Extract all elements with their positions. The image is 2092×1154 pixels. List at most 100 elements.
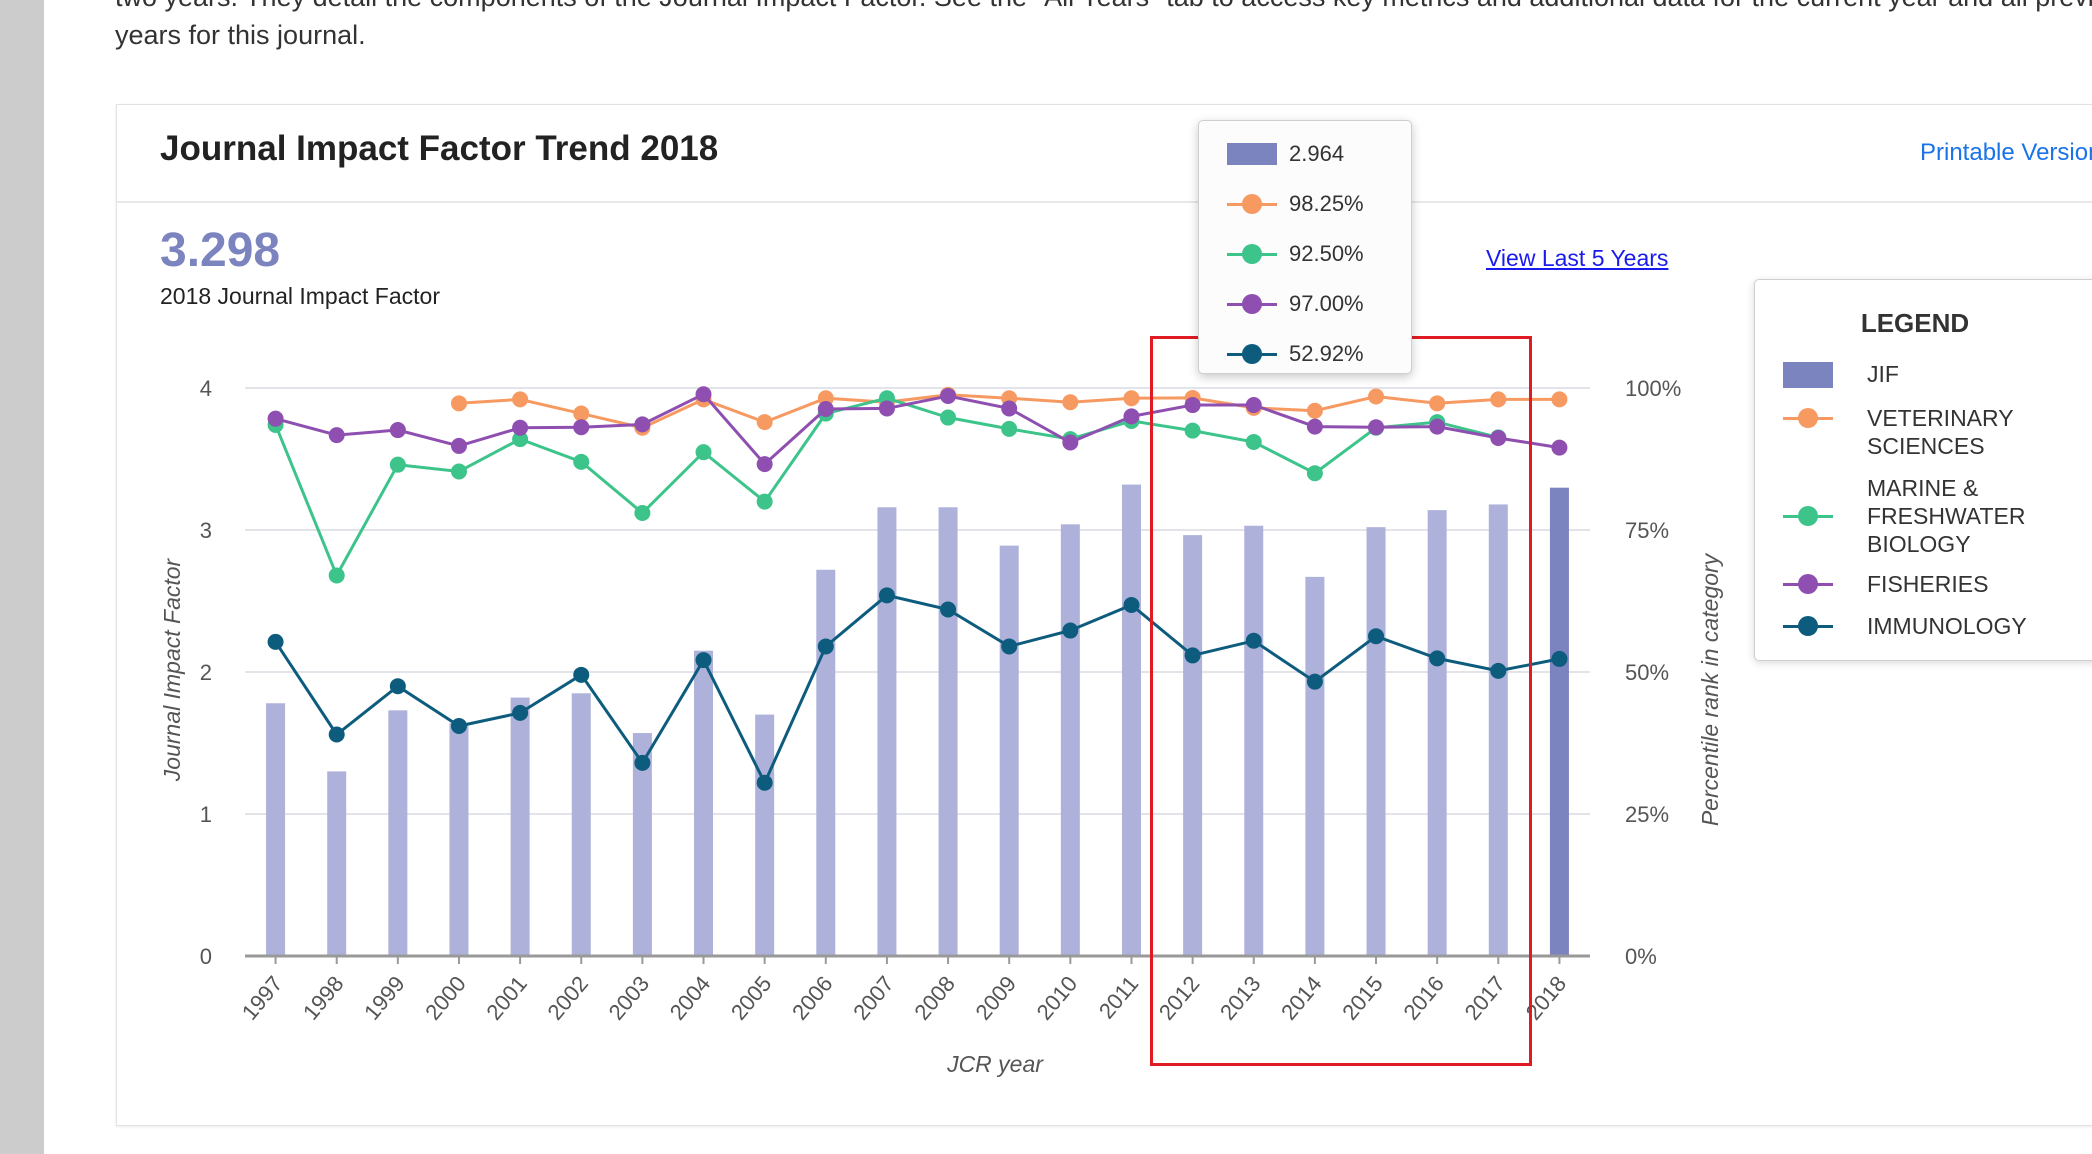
jif-bar <box>1549 487 1569 956</box>
x-tick-label: 2011 <box>1094 971 1144 1023</box>
line-layer <box>267 386 1568 791</box>
jif-bar <box>999 545 1019 956</box>
fisheries-point <box>1368 419 1385 436</box>
fisheries-point <box>1123 408 1140 425</box>
fisheries-point <box>512 419 529 436</box>
x-tick-label: 2008 <box>909 971 960 1025</box>
immunology-point <box>634 754 651 771</box>
tooltip-value: 92.50% <box>1289 241 1364 266</box>
veterinary-sciences-point <box>573 405 590 422</box>
grid-layer <box>245 387 1590 815</box>
veterinary-sciences-point <box>1490 391 1507 408</box>
immunology-swatch-icon <box>1227 341 1277 367</box>
fisheries-point <box>695 386 712 403</box>
marine-freshwater-biology-point <box>573 453 590 470</box>
marine-freshwater-biology-point <box>450 463 467 480</box>
jif-bar <box>449 723 469 956</box>
legend-label: FISHERIES <box>1867 571 1989 597</box>
x-tick-label: 1997 <box>237 971 288 1025</box>
veterinary-sciences-point <box>1306 402 1323 419</box>
marine-freshwater-biology-point <box>328 567 345 584</box>
jif-bar <box>877 507 897 956</box>
legend-item-fisheries: FISHERIES <box>1783 570 2047 598</box>
jif-bar <box>571 693 591 956</box>
printable-version-link[interactable]: Printable Version <box>1920 139 2092 166</box>
marine-freshwater-biology-point <box>1184 422 1201 439</box>
intro-text: two years. They detail the components of… <box>115 0 2092 54</box>
jif-bar <box>1244 525 1264 956</box>
y2-tick-label: 0% <box>1625 944 1657 969</box>
legend-item-marine: MARINE & FRESHWATER BIOLOGY <box>1783 474 2047 558</box>
immunology-point <box>1062 622 1079 639</box>
x-axis-title: JCR year <box>946 1051 1044 1077</box>
chart-tooltip: 2.964 98.25% 92.50% 97.00% 52.92% <box>1198 120 1412 374</box>
marine-swatch-icon <box>1783 502 1833 530</box>
immunology-series-line <box>274 593 1560 787</box>
marine-freshwater-biology-point <box>695 444 712 461</box>
jif-bar <box>510 697 530 956</box>
legend-label: VETERINARY SCIENCES <box>1867 405 2014 459</box>
veterinary-sciences-point <box>450 395 467 412</box>
marine-freshwater-biology-point <box>512 431 529 448</box>
x-tick-label: 2003 <box>604 971 655 1025</box>
marine-freshwater-biology-point <box>1245 433 1262 450</box>
fisheries-point <box>1490 429 1507 446</box>
jif-bar <box>632 733 652 956</box>
legend-label: JIF <box>1867 361 1899 387</box>
intro-line-2: years for this journal. <box>115 20 366 50</box>
fisheries-point <box>634 416 651 433</box>
chart-legend: LEGEND JIF VETERINARY SCIENCES MARINE & FR… <box>1754 279 2092 661</box>
veterinary-sciences-point <box>1368 388 1385 405</box>
immunology-point <box>817 638 834 655</box>
fisheries-point <box>878 400 895 417</box>
y2-tick-label: 100% <box>1625 376 1681 401</box>
fisheries-point <box>1001 400 1018 417</box>
immunology-point <box>1551 650 1568 667</box>
immunology-point <box>1001 638 1018 655</box>
immunology-point <box>940 601 957 618</box>
jif-bar <box>1121 484 1141 956</box>
marine-freshwater-biology-point <box>634 504 651 521</box>
fisheries-swatch-icon <box>1783 570 1833 598</box>
tooltip-row-immunology: 52.92% <box>1227 341 1364 367</box>
immunology-point <box>756 774 773 791</box>
immunology-point <box>1123 596 1140 613</box>
fisheries-point <box>1245 397 1262 414</box>
legend-title: LEGEND <box>1860 308 1970 338</box>
fisheries-point <box>1429 418 1446 435</box>
immunology-point <box>1184 647 1201 664</box>
immunology-point <box>389 678 406 695</box>
jif-bar <box>694 650 714 956</box>
y-axis-title: Journal Impact Factor <box>159 557 185 782</box>
veterinary-sciences-point <box>1062 394 1079 411</box>
marine-freshwater-biology-point <box>1306 465 1323 482</box>
x-tick-label: 2005 <box>726 971 777 1025</box>
view-last-5-years-link[interactable]: View Last 5 Years <box>1486 245 1669 271</box>
tooltip-value: 97.00% <box>1289 291 1364 316</box>
veterinary-swatch-icon <box>1227 191 1277 217</box>
fisheries-point <box>1062 434 1079 451</box>
y2-tick-label: 25% <box>1625 802 1669 827</box>
x-tick-label: 2004 <box>665 971 716 1025</box>
jif-caption: 2018 Journal Impact Factor <box>160 283 440 309</box>
fisheries-point <box>1306 418 1323 435</box>
jif-bar <box>327 771 347 956</box>
veterinary-sciences-point <box>1429 395 1446 412</box>
x-tick-label: 1999 <box>359 971 410 1025</box>
jif-bar <box>938 507 958 956</box>
y-tick-label: 0 <box>200 944 212 969</box>
fisheries-point <box>389 422 406 439</box>
jif-bar <box>1427 510 1447 956</box>
card-divider <box>117 201 2092 203</box>
veterinary-sciences-point <box>512 391 529 408</box>
x-tick-label: 2006 <box>787 971 838 1025</box>
x-tick-label: 2009 <box>970 971 1021 1025</box>
tooltip-row-veterinary: 98.25% <box>1227 191 1364 217</box>
immunology-point <box>1368 628 1385 645</box>
fisheries-point <box>450 437 467 454</box>
intro-line-1: two years. They detail the components of… <box>115 0 2092 16</box>
x-tick-label: 2001 <box>481 971 532 1025</box>
marine-freshwater-biology-point <box>940 409 957 426</box>
immunology-point <box>328 726 345 743</box>
